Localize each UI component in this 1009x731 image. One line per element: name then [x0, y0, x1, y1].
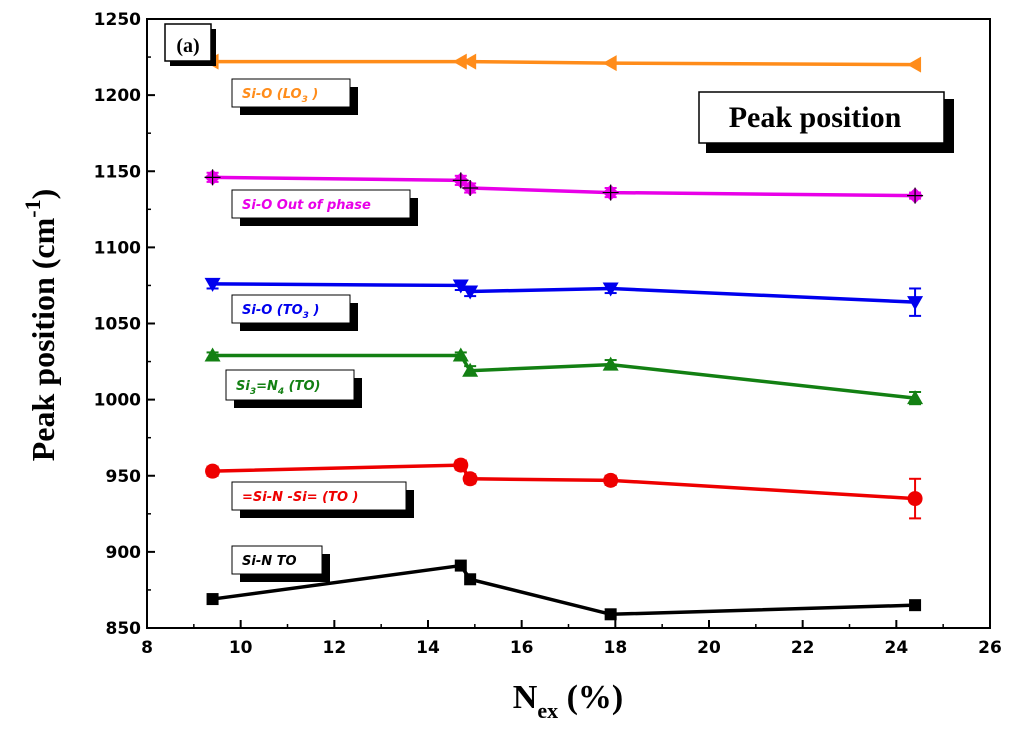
series-labels: Si-O (LO3 ) Si-O Out of phase Si-O (TO3 ) S… [225, 78, 418, 582]
data-point [462, 471, 478, 487]
data-point [604, 608, 617, 621]
series-label-text: Si-O (TO3 ) [242, 303, 319, 321]
data-point [603, 472, 619, 488]
x-tick-label: 20 [697, 638, 721, 658]
y-tick-label: 900 [106, 543, 142, 563]
series-label-outofphase: Si-O Out of phase [231, 189, 418, 226]
x-tick-label: 26 [978, 638, 1002, 658]
label-box [231, 545, 323, 575]
series-label-text: Si-N TO [242, 554, 297, 569]
series-label-text: Si3=N4 (TO) [236, 379, 320, 397]
series-label-sinsi: =Si-N -Si= (TO ) [231, 481, 414, 518]
label-box [231, 481, 407, 511]
data-point [602, 282, 619, 297]
data-point [462, 362, 479, 377]
title-box: Peak position [698, 91, 954, 153]
data-point [454, 559, 467, 572]
label-box [231, 78, 351, 108]
series-outofphase [204, 169, 924, 204]
series-label-text: =Si-N -Si= (TO ) [242, 490, 358, 505]
data-point [909, 599, 922, 612]
series-si3n4 [204, 347, 924, 406]
y-tick-label: 1000 [94, 391, 141, 411]
data-point [206, 593, 219, 606]
series-label-text: Si-O (LO3 ) [242, 87, 318, 105]
series-label-si3n4: Si3=N4 (TO) [225, 369, 362, 408]
series-sinto [206, 559, 922, 621]
data-point [602, 356, 619, 371]
label-box [231, 294, 351, 324]
series-label-lo3: Si-O (LO3 ) [231, 78, 358, 115]
label-box [225, 369, 355, 401]
y-tick-label: 1050 [94, 315, 141, 335]
x-tick-label: 24 [884, 638, 908, 658]
y-axis-title: Peak position (cm-1) [20, 189, 61, 462]
data-point [452, 347, 469, 362]
series-lo3 [204, 53, 922, 73]
data-point [204, 277, 221, 292]
series-label-to3: Si-O (TO3 ) [231, 294, 358, 331]
x-axis-title: Nex (%) [513, 679, 623, 723]
data-point [462, 53, 477, 70]
x-tick-label: 22 [791, 638, 815, 658]
series-to3 [204, 277, 924, 317]
data-point [452, 279, 469, 294]
series-label-text: Si-O Out of phase [242, 198, 371, 213]
data-point [452, 53, 467, 70]
x-tick-label: 12 [322, 638, 346, 658]
series-layer [204, 53, 924, 621]
data-point [907, 296, 924, 311]
x-tick-label: 8 [141, 638, 153, 658]
y-tick-label: 850 [106, 619, 142, 639]
y-tick-label: 1200 [94, 86, 141, 106]
data-point [907, 491, 923, 507]
y-tick-label: 1100 [94, 238, 141, 258]
x-tick-label: 10 [229, 638, 253, 658]
y-tick-label: 1150 [94, 162, 141, 182]
data-point [453, 457, 469, 473]
data-point [907, 56, 922, 73]
label-box [231, 189, 411, 219]
data-point [462, 285, 479, 300]
series-label-sinto: Si-N TO [231, 545, 330, 582]
x-tick-label: 18 [603, 638, 627, 658]
y-tick-label: 950 [106, 467, 142, 487]
panel-label: (a) [176, 35, 199, 57]
panel-label-box: (a) [164, 23, 216, 66]
data-point [602, 55, 617, 72]
series-line [212, 59, 916, 67]
data-point [205, 463, 221, 479]
title-box-text: Peak position [729, 101, 902, 134]
x-tick-label: 14 [416, 638, 440, 658]
data-point [464, 573, 477, 586]
data-point [204, 347, 221, 362]
data-point [907, 390, 924, 405]
series-sinsi [205, 457, 923, 520]
y-tick-label: 1250 [94, 10, 141, 30]
x-tick-label: 16 [510, 638, 534, 658]
axis-ticks: 8 10 12 14 16 18 20 22 24 26 850 900 950 1000 1050 1100… [94, 10, 1002, 658]
